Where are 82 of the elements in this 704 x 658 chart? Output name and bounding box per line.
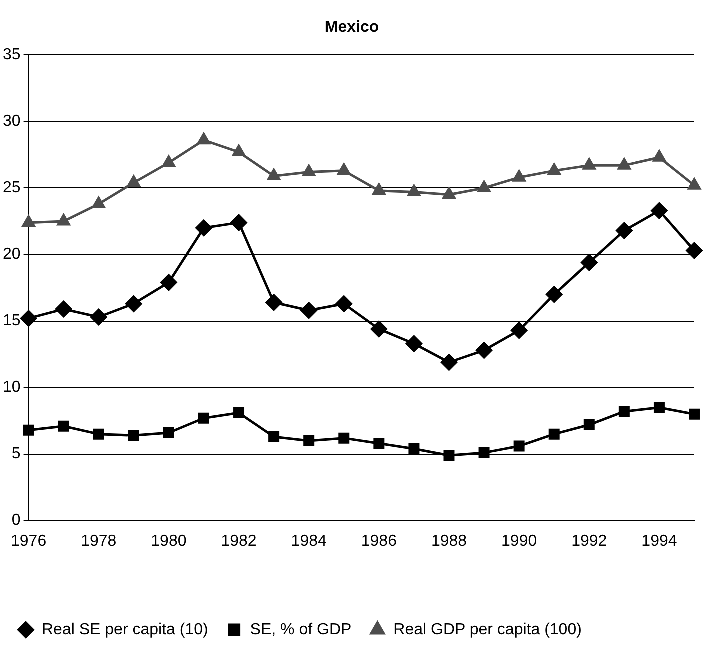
- point: [582, 158, 596, 170]
- point: [478, 447, 490, 458]
- x-tick-label: 1992: [572, 532, 608, 550]
- point: [232, 145, 246, 157]
- point: [581, 254, 598, 271]
- point: [686, 242, 703, 259]
- point: [163, 428, 174, 438]
- point: [689, 408, 700, 420]
- x-tick-label: 1976: [11, 532, 47, 550]
- y-tick-label: 35: [3, 46, 21, 64]
- y-tick-label: 30: [3, 113, 21, 130]
- point: [22, 216, 36, 228]
- x-tick-label: 1984: [291, 532, 327, 550]
- point: [20, 310, 38, 327]
- point: [93, 428, 104, 440]
- point: [92, 196, 106, 208]
- point: [651, 202, 668, 220]
- point: [546, 286, 563, 303]
- point: [618, 406, 630, 418]
- y-tick-label: 5: [12, 446, 21, 463]
- point: [304, 435, 315, 446]
- point: [654, 402, 665, 414]
- y-tick-label: 10: [3, 379, 21, 396]
- legend-label: Real SE per capita (10): [42, 621, 208, 638]
- point: [406, 336, 422, 352]
- point: [23, 424, 34, 436]
- point: [653, 150, 666, 162]
- point: [476, 342, 493, 359]
- y-tick-label: 0: [12, 512, 21, 530]
- y-tick-label: 20: [3, 246, 21, 264]
- point: [57, 214, 70, 226]
- point: [372, 184, 386, 196]
- point: [90, 309, 108, 326]
- point: [512, 170, 526, 182]
- point: [300, 302, 318, 319]
- x-tick-label: 1994: [642, 532, 678, 550]
- point: [584, 420, 595, 431]
- point: [268, 432, 280, 442]
- point: [127, 176, 140, 188]
- x-tick-label: 1986: [361, 532, 398, 550]
- point: [616, 222, 633, 240]
- y-tick-label: 25: [3, 180, 21, 197]
- point: [56, 301, 72, 318]
- point: [548, 164, 561, 176]
- x-tick-label: 1978: [81, 532, 117, 550]
- point: [126, 296, 142, 312]
- chart-title: Mexico: [324, 19, 380, 36]
- point: [338, 164, 351, 176]
- point: [442, 188, 456, 200]
- point: [302, 165, 316, 177]
- point: [196, 220, 212, 236]
- point: [58, 420, 70, 432]
- point: [230, 214, 248, 232]
- point: [266, 294, 282, 311]
- point: [198, 133, 210, 145]
- point: [478, 180, 491, 192]
- point: [198, 412, 210, 424]
- point: [688, 178, 701, 190]
- point: [268, 169, 280, 181]
- y-tick-label: 15: [3, 312, 21, 330]
- point: [162, 156, 176, 168]
- point: [374, 438, 385, 450]
- point: [160, 274, 178, 291]
- point: [370, 320, 388, 338]
- point: [128, 430, 140, 442]
- legend-label: SE, % of GDP: [250, 621, 352, 638]
- x-tick-label: 1990: [502, 532, 538, 550]
- legend-label: Real GDP per capita (100): [394, 621, 582, 638]
- point: [444, 450, 455, 462]
- x-tick-label: 1982: [221, 532, 257, 550]
- x-tick-label: 1980: [151, 532, 187, 550]
- point: [440, 354, 458, 371]
- point: [234, 408, 245, 419]
- x-tick-label: 1988: [431, 532, 468, 550]
- point: [511, 322, 528, 339]
- point: [408, 443, 420, 454]
- point: [336, 296, 352, 312]
- point: [514, 440, 525, 452]
- point: [408, 184, 421, 196]
- point: [338, 432, 350, 444]
- point: [548, 428, 560, 440]
- point: [618, 158, 631, 170]
